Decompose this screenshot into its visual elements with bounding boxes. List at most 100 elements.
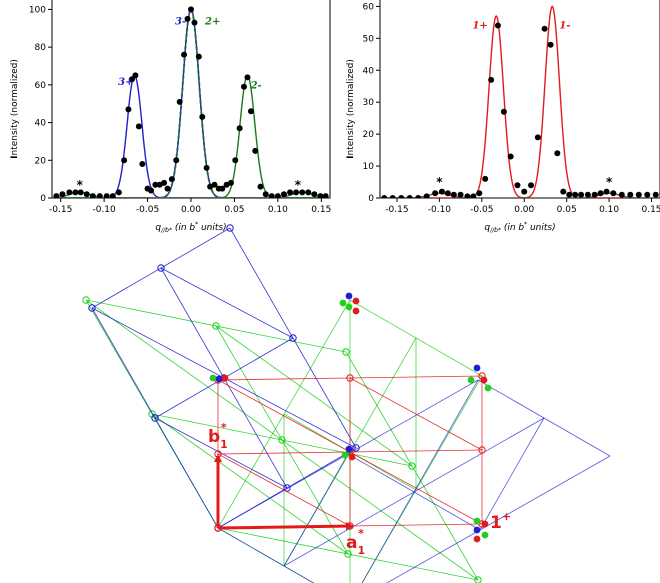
x-tick-label: 0.15 bbox=[311, 205, 331, 215]
data-point bbox=[293, 189, 300, 196]
y-tick-label: 100 bbox=[29, 5, 46, 15]
data-point bbox=[109, 193, 116, 198]
data-point bbox=[240, 83, 247, 90]
y-tick-label: 50 bbox=[363, 34, 375, 44]
lattice-node-filled bbox=[467, 376, 475, 384]
data-point bbox=[415, 195, 422, 198]
data-point bbox=[438, 188, 445, 195]
peak-label: 2+ bbox=[204, 17, 220, 28]
lattice-node-filled bbox=[341, 451, 349, 459]
data-point bbox=[176, 98, 183, 105]
x-axis-label-sub: //b* bbox=[160, 227, 172, 234]
data-point bbox=[317, 193, 324, 198]
data-point bbox=[173, 157, 180, 164]
x-tick-label: 0.00 bbox=[181, 205, 201, 215]
lattice-node-open bbox=[157, 264, 165, 272]
lattice-line bbox=[215, 325, 413, 467]
data-point bbox=[528, 182, 535, 189]
data-point bbox=[247, 108, 254, 115]
data-point bbox=[627, 191, 634, 198]
data-point bbox=[311, 191, 318, 198]
data-point bbox=[381, 195, 388, 198]
data-point bbox=[219, 185, 226, 192]
lattice-node-filled bbox=[339, 299, 347, 307]
lattice-node-open bbox=[289, 334, 297, 342]
y-tick-label: 0 bbox=[368, 194, 374, 204]
data-point bbox=[72, 189, 79, 196]
lattice-line bbox=[283, 453, 349, 567]
data-point bbox=[125, 106, 132, 113]
data-point bbox=[541, 25, 548, 32]
satellite-marker: * bbox=[606, 175, 613, 189]
data-point bbox=[566, 191, 573, 198]
y-tick-label: 40 bbox=[35, 119, 47, 129]
lattice-node-filled bbox=[215, 375, 223, 383]
data-point bbox=[161, 179, 168, 186]
lattice-node-open bbox=[344, 550, 352, 558]
data-point bbox=[572, 191, 579, 198]
y-tick-label: 80 bbox=[35, 43, 47, 53]
data-point bbox=[83, 191, 90, 198]
data-point bbox=[135, 123, 142, 130]
lattice-line bbox=[361, 379, 479, 583]
vector-a1-label-sup: * bbox=[358, 527, 364, 540]
lattice-line bbox=[85, 299, 479, 581]
lattice-node-filled bbox=[345, 445, 353, 453]
data-point bbox=[199, 113, 206, 120]
data-point bbox=[244, 74, 251, 81]
data-point bbox=[398, 195, 405, 198]
data-point bbox=[488, 76, 495, 83]
data-point bbox=[389, 195, 396, 198]
satellite-marker: * bbox=[295, 178, 302, 192]
data-point bbox=[470, 193, 477, 198]
lattice-node-open bbox=[212, 322, 220, 330]
lattice-node-open bbox=[352, 444, 360, 452]
lattice-node-filled bbox=[352, 297, 360, 305]
lattice-node-filled bbox=[352, 307, 360, 315]
lattice-node-filled bbox=[480, 376, 488, 384]
lattice-node-open bbox=[88, 304, 96, 312]
data-point bbox=[591, 191, 598, 198]
x-tick-label: 0.10 bbox=[599, 205, 619, 215]
data-point bbox=[635, 191, 642, 198]
data-point bbox=[184, 15, 191, 22]
data-point bbox=[652, 191, 659, 198]
data-point bbox=[444, 190, 451, 197]
data-point bbox=[53, 193, 60, 198]
x-axis-label-sub: //b* bbox=[489, 227, 501, 234]
data-point bbox=[121, 157, 128, 164]
y-axis-label-rest: ntensity (normalized) bbox=[346, 59, 356, 155]
data-point bbox=[603, 188, 610, 195]
data-point bbox=[148, 187, 155, 194]
lattice-node-filled bbox=[473, 364, 481, 372]
data-point bbox=[232, 157, 239, 164]
lattice-node-filled bbox=[345, 292, 353, 300]
series-line bbox=[380, 5, 660, 198]
data-point bbox=[554, 150, 561, 157]
x-axis-label-end: units) bbox=[527, 223, 556, 233]
x-tick-label: 0.05 bbox=[557, 205, 577, 215]
data-point bbox=[610, 190, 617, 197]
x-axis-label-end: units) bbox=[198, 223, 227, 233]
data-point bbox=[188, 6, 194, 13]
data-point bbox=[89, 193, 96, 198]
series-line bbox=[52, 8, 330, 198]
x-axis-label-sup: * bbox=[524, 221, 527, 228]
satellite-marker: * bbox=[77, 178, 84, 192]
plot-frame bbox=[379, 0, 660, 199]
lattice-node-open bbox=[346, 374, 354, 382]
data-point bbox=[227, 179, 234, 186]
x-axis-label: q//b* (in b* units) bbox=[155, 221, 226, 234]
lattice-node-filled bbox=[345, 303, 353, 311]
y-axis-label: Intensity (normalized) bbox=[346, 59, 356, 159]
x-axis-label-sup: * bbox=[195, 221, 198, 228]
data-point bbox=[476, 190, 483, 197]
x-axis-label-rest: (in b bbox=[172, 223, 195, 233]
vector-a1-arrow bbox=[217, 522, 354, 531]
data-point bbox=[482, 175, 489, 182]
vector-b1-label-main: b bbox=[208, 427, 220, 447]
data-point bbox=[77, 189, 84, 196]
lattice-node-filled bbox=[221, 374, 229, 382]
lattice-node-filled bbox=[209, 374, 217, 382]
lattice-node-open bbox=[478, 446, 486, 454]
